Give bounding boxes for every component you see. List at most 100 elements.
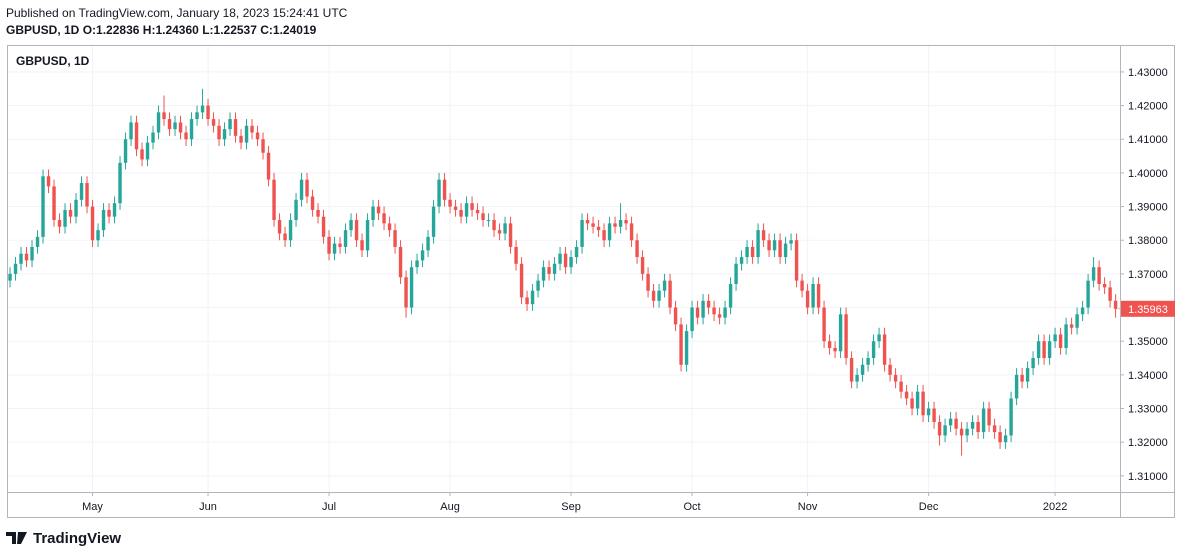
ohlc-value: 1.24360 xyxy=(155,23,199,37)
candle-body xyxy=(1113,300,1118,309)
candle-body xyxy=(849,358,854,382)
candle-body xyxy=(860,364,865,375)
chart-title: GBPUSD, 1D xyxy=(16,54,90,68)
candle-body xyxy=(789,240,793,244)
candle-body xyxy=(1036,341,1041,359)
last-price-label: 1.35963 xyxy=(1128,304,1168,316)
candle-body xyxy=(673,307,678,325)
candle-body xyxy=(613,223,617,227)
y-tick-label: 1.32000 xyxy=(1128,437,1168,449)
candle-body xyxy=(107,209,111,217)
candle-body xyxy=(145,142,150,160)
candle-body xyxy=(46,176,51,187)
ohlc-label: C: xyxy=(260,23,273,37)
candle-body xyxy=(244,125,249,143)
candle-body xyxy=(805,290,810,308)
candle-body xyxy=(30,246,34,261)
candle-body xyxy=(525,297,529,305)
candle-body xyxy=(1080,307,1085,315)
x-tick-label: Dec xyxy=(919,501,939,513)
candle-body xyxy=(1042,341,1046,359)
candle-body xyxy=(239,135,243,143)
candle-body xyxy=(552,263,557,274)
candle-body xyxy=(118,162,122,204)
candle-body xyxy=(712,307,716,315)
candle-body xyxy=(866,358,870,365)
ohlc-value: 1.22836 xyxy=(96,23,140,37)
candle-body xyxy=(74,199,78,217)
candle-body xyxy=(1075,314,1079,328)
candle-body xyxy=(250,125,254,133)
candle-body xyxy=(959,428,964,436)
candle-body xyxy=(981,408,986,433)
candle-body xyxy=(162,112,166,120)
candle-body xyxy=(536,280,540,291)
candle-body xyxy=(690,307,694,332)
candle-body xyxy=(338,243,342,247)
candle-body xyxy=(261,139,265,153)
candle-body xyxy=(503,223,507,234)
candle-body xyxy=(783,243,788,258)
candle-body xyxy=(954,418,958,429)
ohlc-label: L: xyxy=(202,23,213,37)
candle-body xyxy=(79,183,84,200)
axes: 1.310001.320001.330001.340001.350001.360… xyxy=(82,67,1175,513)
candle-body xyxy=(816,283,821,308)
y-tick-label: 1.41000 xyxy=(1128,134,1168,146)
candle-body xyxy=(926,408,931,416)
candle-body xyxy=(156,112,161,133)
candle-body xyxy=(794,240,799,281)
ohlc-label: O: xyxy=(83,23,96,37)
candle-body xyxy=(514,246,518,264)
candle-body xyxy=(580,220,584,247)
candle-body xyxy=(486,220,491,222)
candle-body xyxy=(217,125,221,140)
candle-body xyxy=(1053,334,1057,342)
candle-body xyxy=(904,391,909,399)
candle-body xyxy=(211,119,216,126)
candle-body xyxy=(778,240,782,258)
candle-body xyxy=(305,179,309,197)
candle-body xyxy=(492,220,496,231)
candle-body xyxy=(96,230,100,241)
candle-body xyxy=(541,267,546,281)
candle-body xyxy=(1025,368,1030,382)
candle-body xyxy=(596,226,601,231)
candle-body xyxy=(1014,374,1019,399)
candle-body xyxy=(332,243,337,254)
candle-body xyxy=(899,381,903,392)
candle-body xyxy=(1069,324,1074,328)
candle-body xyxy=(569,257,573,268)
candle-body xyxy=(629,223,634,241)
candle-body xyxy=(470,203,474,210)
candle-body xyxy=(519,263,524,298)
candle-body xyxy=(35,236,40,247)
candle-body xyxy=(767,240,771,251)
candle-body xyxy=(657,290,661,301)
candle-body xyxy=(602,230,606,241)
x-tick-label: Nov xyxy=(798,501,818,513)
candle-body xyxy=(68,209,73,217)
candle-body xyxy=(651,290,656,301)
candle-body xyxy=(624,220,628,224)
candle-body xyxy=(134,122,139,150)
candle-body xyxy=(910,398,914,409)
candle-body xyxy=(1091,267,1096,281)
candle-body xyxy=(992,425,997,433)
candle-body xyxy=(288,220,293,241)
candle-body xyxy=(987,408,991,426)
candle-body xyxy=(1047,341,1052,359)
y-tick-label: 1.33000 xyxy=(1128,404,1168,416)
candle-body xyxy=(893,374,898,382)
candle-body xyxy=(915,391,920,409)
candle-body xyxy=(684,331,689,365)
y-tick-label: 1.37000 xyxy=(1128,269,1168,281)
candle-body xyxy=(41,176,45,237)
candle-body xyxy=(464,203,469,217)
candle-body xyxy=(321,216,326,237)
candle-body xyxy=(112,203,117,217)
candle-body xyxy=(283,233,287,241)
candle-body xyxy=(404,277,408,308)
candle-body xyxy=(948,418,953,426)
ohlc-value: 1.24019 xyxy=(273,23,317,37)
